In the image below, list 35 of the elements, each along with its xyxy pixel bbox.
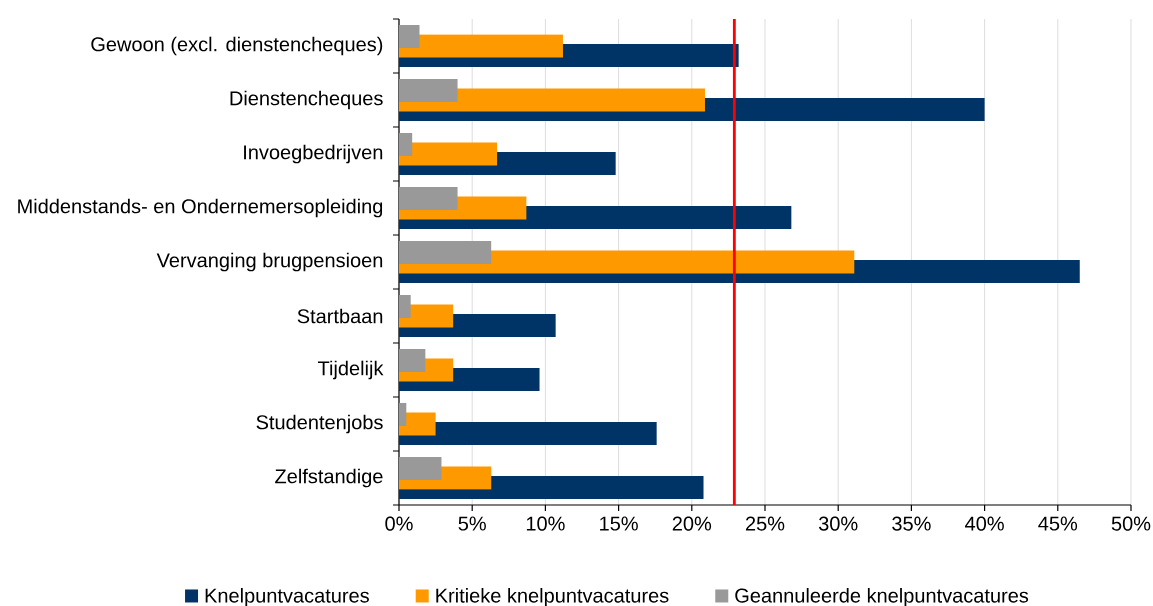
y-tick-label: Tijdelijk [317, 360, 384, 380]
y-tick-label: Zelfstandige [275, 468, 383, 488]
x-tick-label: 15% [600, 516, 638, 531]
x-tick-label: 10% [526, 516, 565, 531]
bar [399, 422, 657, 445]
bar [399, 295, 411, 318]
bar [399, 187, 458, 210]
x-tick-label: 20% [672, 516, 712, 531]
bar [399, 79, 458, 103]
legend-label: Geannuleerde knelpuntvacatures [735, 587, 1029, 606]
bar [399, 349, 426, 372]
x-tick-label: 5% [458, 516, 486, 531]
x-tick-label: 50% [1111, 516, 1151, 531]
bar [399, 457, 442, 480]
y-tick-label: Gewoon (excl. dienstencheques) [91, 36, 383, 56]
legend-label: Kritieke knelpuntvacatures [436, 587, 669, 606]
legend-label: Knelpuntvacatures [205, 587, 369, 606]
x-tick-label: 25% [745, 516, 785, 531]
y-tick-label: Startbaan [297, 308, 383, 324]
y-tick-label: Invoegbedrijven [244, 144, 383, 164]
y-tick-label: Studentenjobs [256, 414, 383, 434]
bar [399, 142, 498, 166]
bar [399, 241, 492, 264]
bar [399, 133, 413, 156]
x-tick-label: 40% [965, 516, 1004, 531]
bar [399, 403, 407, 426]
x-tick-label: 0% [385, 516, 413, 531]
bar [399, 34, 563, 58]
y-tick-label: Middenstands- en Ondernemersopleiding [18, 198, 383, 218]
x-tick-label: 45% [1038, 516, 1078, 531]
y-tick-label: Vervanging brugpensioen [156, 252, 383, 272]
y-tick-label: Dienstencheques [230, 90, 383, 110]
x-tick-label: 35% [892, 516, 931, 531]
x-tick-label: 30% [818, 516, 858, 531]
bar [399, 25, 420, 48]
